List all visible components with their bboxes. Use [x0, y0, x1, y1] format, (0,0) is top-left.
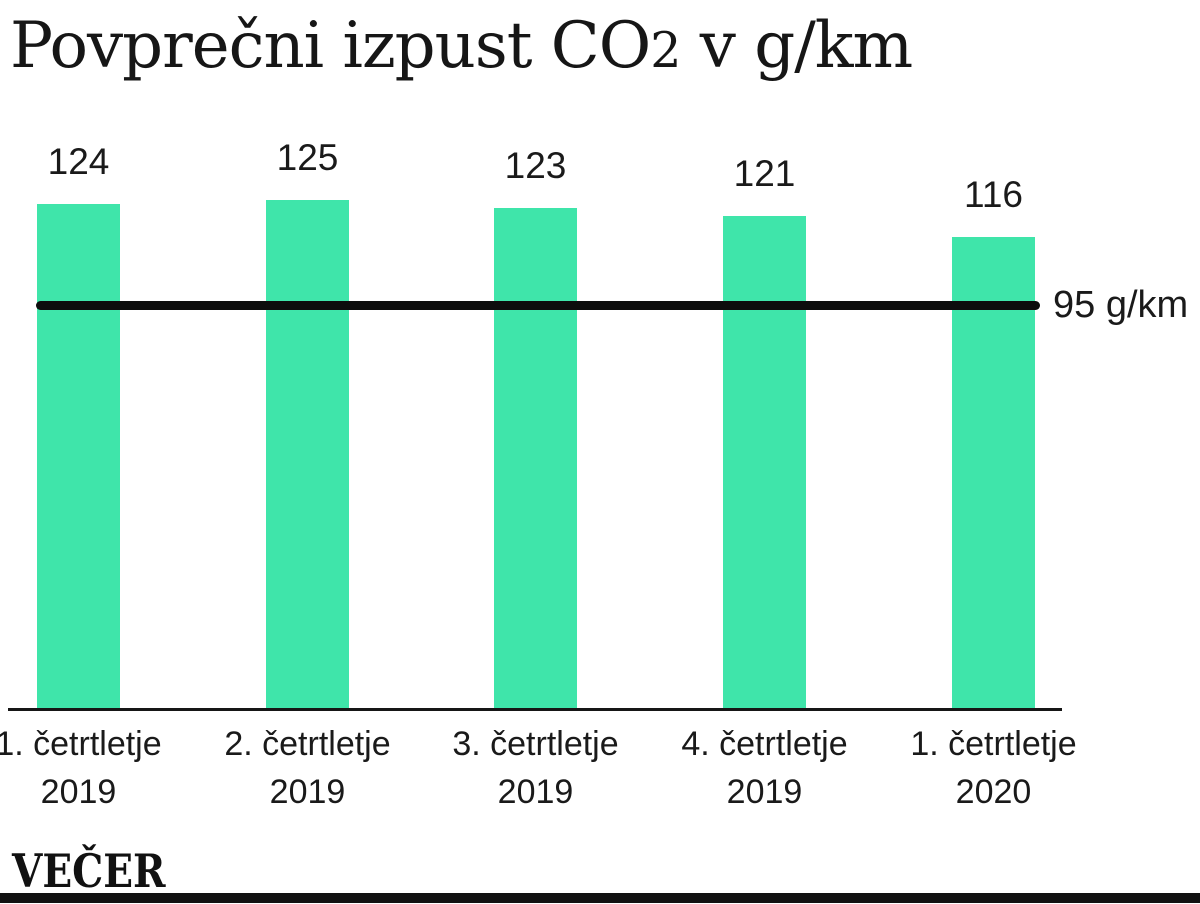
bar-value-label: 116	[964, 174, 1023, 215]
bar	[723, 216, 806, 711]
category-label-line2: 2019	[497, 773, 574, 811]
category-label-line1: 4. četrtletje	[681, 725, 848, 763]
category-label-line1: 1. četrtletje	[0, 725, 162, 763]
category-label: 1. četrtletje 2019	[0, 720, 194, 816]
chart-title-part1: Povprečni izpust CO	[10, 9, 651, 83]
category-label-line2: 2019	[726, 773, 803, 811]
category-label-line1: 2. četrtletje	[224, 725, 391, 763]
category-label: 4. četrtletje 2019	[650, 720, 880, 816]
bar-value-label: 124	[47, 141, 110, 182]
category-label-line2: 2020	[955, 773, 1032, 811]
footer-rule	[0, 893, 1200, 903]
reference-line-label: 95 g/km	[1053, 284, 1189, 326]
bar-value-label: 123	[504, 145, 567, 186]
category-label-line2: 2019	[269, 773, 346, 811]
chart-title: Povprečni izpust CO2 v g/km	[10, 4, 913, 93]
chart-title-subscript: 2	[650, 22, 681, 79]
bar-value-label: 125	[276, 137, 339, 178]
bar	[266, 200, 349, 711]
bar-value-label: 121	[733, 153, 796, 194]
bar	[952, 237, 1035, 711]
category-label: 2. četrtletje 2019	[193, 720, 423, 816]
bar	[494, 208, 577, 711]
bar	[37, 204, 120, 711]
category-label-line2: 2019	[40, 773, 117, 811]
category-label-line1: 3. četrtletje	[452, 725, 619, 763]
x-axis-line	[8, 708, 1062, 711]
category-label-line1: 1. četrtletje	[910, 725, 1077, 763]
reference-line	[36, 301, 1040, 310]
vecer-logo: VEČER	[12, 844, 166, 898]
category-label: 3. četrtletje 2019	[421, 720, 651, 816]
category-label: 1. četrtletje 2020	[879, 720, 1109, 816]
chart-title-part2: v g/km	[680, 9, 913, 83]
